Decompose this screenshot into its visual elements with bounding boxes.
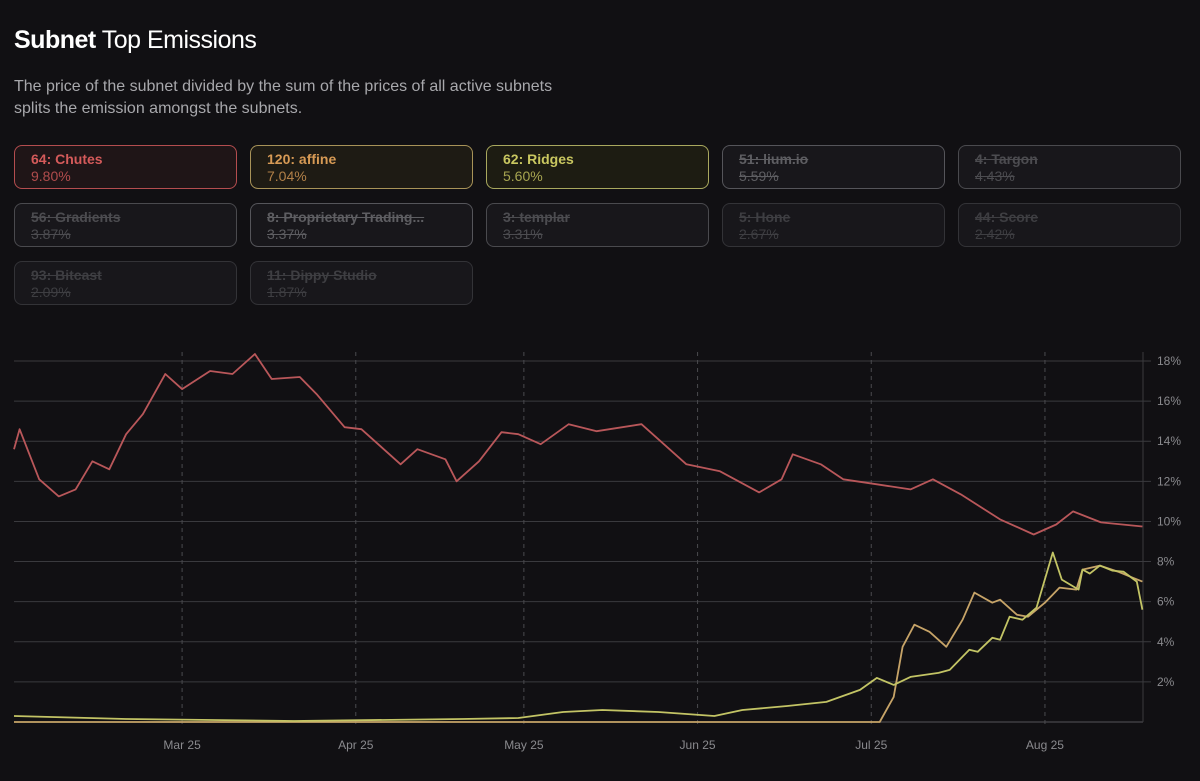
subnet-emission-value: 5.59% — [739, 168, 779, 184]
y-tick-label: 4% — [1157, 635, 1175, 649]
subnet-emission-value: 9.80% — [31, 168, 71, 184]
subnet-toggle-card[interactable]: 64: Chutes 9.80% — [14, 145, 237, 189]
subnet-legend: 64: Chutes 9.80% 120: affine 7.04% 62: Ridge… — [14, 145, 1181, 305]
subnet-name: 62: Ridges — [503, 151, 574, 167]
subnet-toggle-card[interactable]: 44: Score 2.42% — [958, 203, 1181, 247]
subnet-name: 4: Targon — [975, 151, 1038, 167]
subnet-emission-value: 3.31% — [503, 226, 543, 242]
subnet-name: 51: lium.io — [739, 151, 809, 167]
subnet-emission-value: 2.67% — [739, 226, 779, 242]
subnet-name: 64: Chutes — [31, 151, 103, 167]
x-tick-label: Apr 25 — [338, 738, 374, 752]
subnet-emission-value: 3.87% — [31, 226, 71, 242]
subnet-toggle-card[interactable]: 93: Bitcast 2.09% — [14, 261, 237, 305]
y-tick-label: 12% — [1157, 474, 1181, 488]
subnet-name: 56: Gradients — [31, 209, 121, 225]
title-bold: Subnet — [14, 26, 96, 54]
subnet-name: 11: Dippy Studio — [267, 267, 377, 283]
subnet-emission-value: 4.43% — [975, 168, 1015, 184]
x-tick-label: Jun 25 — [680, 738, 716, 752]
page-title: Subnet Top Emissions — [14, 26, 257, 55]
subnet-toggle-card[interactable]: 8: Proprietary Trading... 3.37% — [250, 203, 473, 247]
subnet-toggle-card[interactable]: 4: Targon 4.43% — [958, 145, 1181, 189]
x-tick-label: May 25 — [504, 738, 544, 752]
subnet-toggle-card[interactable]: 62: Ridges 5.60% — [486, 145, 709, 189]
description: The price of the subnet divided by the s… — [14, 78, 553, 117]
subnet-name: 120: affine — [267, 151, 337, 167]
subnet-name: 8: Proprietary Trading... — [267, 209, 425, 225]
x-tick-label: Mar 25 — [163, 738, 201, 752]
subnet-name: 3: templar — [503, 209, 570, 225]
subnet-name: 5: Hone — [739, 209, 791, 225]
subnet-emission-value: 1.87% — [267, 284, 307, 300]
subnet-toggle-card[interactable]: 3: templar 3.31% — [486, 203, 709, 247]
series-line-affine — [14, 564, 1143, 723]
series-line-ridges — [13, 551, 1144, 722]
subnet-toggle-card[interactable]: 120: affine 7.04% — [250, 145, 473, 189]
y-tick-label: 16% — [1157, 394, 1181, 408]
title-rest: Top Emissions — [101, 26, 257, 54]
x-tick-label: Aug 25 — [1026, 738, 1064, 752]
series-line-chutes — [13, 353, 1143, 536]
subnet-emission-value: 5.60% — [503, 168, 543, 184]
x-tick-label: Jul 25 — [855, 738, 887, 752]
subnet-emission-value: 2.09% — [31, 284, 71, 300]
y-tick-label: 2% — [1157, 675, 1175, 689]
subnet-toggle-card[interactable]: 5: Hone 2.67% — [722, 203, 945, 247]
subnet-name: 93: Bitcast — [31, 267, 102, 283]
subnet-emission-value: 2.42% — [975, 226, 1015, 242]
subnet-toggle-card[interactable]: 51: lium.io 5.59% — [722, 145, 945, 189]
subnet-emission-value: 7.04% — [267, 168, 307, 184]
y-tick-label: 10% — [1157, 514, 1181, 528]
y-tick-label: 8% — [1157, 555, 1175, 569]
subnet-emission-value: 3.37% — [267, 226, 307, 242]
subnet-toggle-card[interactable]: 11: Dippy Studio 1.87% — [250, 261, 473, 305]
y-tick-label: 14% — [1157, 434, 1181, 448]
subnet-name: 44: Score — [975, 209, 1039, 225]
y-tick-label: 18% — [1157, 354, 1181, 368]
y-tick-label: 6% — [1157, 595, 1175, 609]
subnet-toggle-card[interactable]: 56: Gradients 3.87% — [14, 203, 237, 247]
